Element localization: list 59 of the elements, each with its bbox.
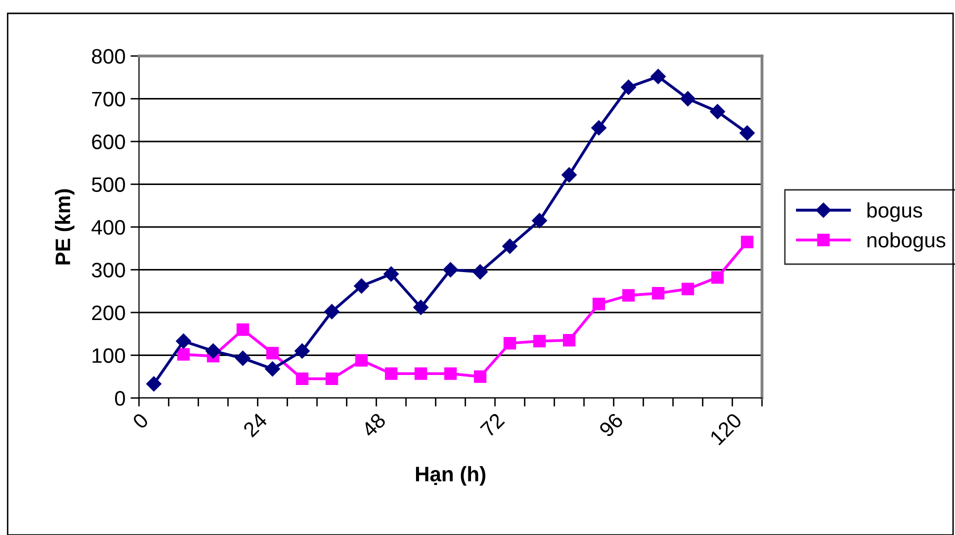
point <box>532 213 548 228</box>
point <box>413 300 428 315</box>
point <box>472 264 488 280</box>
point <box>264 361 280 376</box>
point <box>682 282 694 296</box>
y-tick-label: 100 <box>92 348 125 364</box>
point <box>474 370 486 383</box>
point <box>592 298 606 310</box>
y-tick-label: 500 <box>92 177 125 192</box>
y-axis-title: PE (km) <box>54 189 74 264</box>
point <box>266 346 279 360</box>
point <box>442 262 458 278</box>
point <box>620 80 636 95</box>
y-tick-label: 200 <box>92 306 125 320</box>
y-tick-label: 800 <box>92 49 125 64</box>
point <box>176 334 192 349</box>
point <box>591 120 606 136</box>
point <box>206 343 221 359</box>
point <box>502 238 518 254</box>
y-tick-label: 700 <box>92 92 125 107</box>
point <box>740 236 754 248</box>
point <box>680 91 696 106</box>
x-tick-label: 96 <box>598 412 624 438</box>
point <box>414 367 428 380</box>
point <box>326 372 338 386</box>
point <box>562 167 577 182</box>
x-tick-label: 24 <box>242 412 268 438</box>
point <box>650 68 666 84</box>
x-tick-label: 120 <box>709 412 743 446</box>
point <box>711 271 724 284</box>
point <box>324 304 340 320</box>
point <box>562 334 576 347</box>
y-tick-label: 600 <box>92 134 125 150</box>
point <box>355 354 368 367</box>
y-tick-label: 0 <box>115 391 125 406</box>
point <box>177 348 190 361</box>
point <box>504 337 516 350</box>
x-tick-label: 72 <box>480 412 505 438</box>
point <box>710 104 726 120</box>
x-axis-title: Hạn (h) <box>416 466 486 486</box>
point <box>740 125 755 141</box>
y-tick-label: 300 <box>92 262 125 278</box>
point <box>384 367 398 380</box>
point <box>533 334 546 348</box>
point <box>384 266 399 282</box>
point <box>235 350 250 366</box>
point <box>444 367 457 380</box>
point <box>294 343 310 359</box>
point <box>354 278 370 294</box>
point <box>146 376 162 392</box>
x-tick-label: 48 <box>360 412 387 438</box>
point <box>622 289 635 302</box>
x-tick-label: 0 <box>132 412 150 430</box>
legend-label: bogus <box>867 202 922 222</box>
point <box>652 287 664 300</box>
point <box>236 323 250 336</box>
point <box>296 372 308 386</box>
y-tick-label: 400 <box>92 220 125 235</box>
legend-label: nobogus <box>868 232 946 252</box>
